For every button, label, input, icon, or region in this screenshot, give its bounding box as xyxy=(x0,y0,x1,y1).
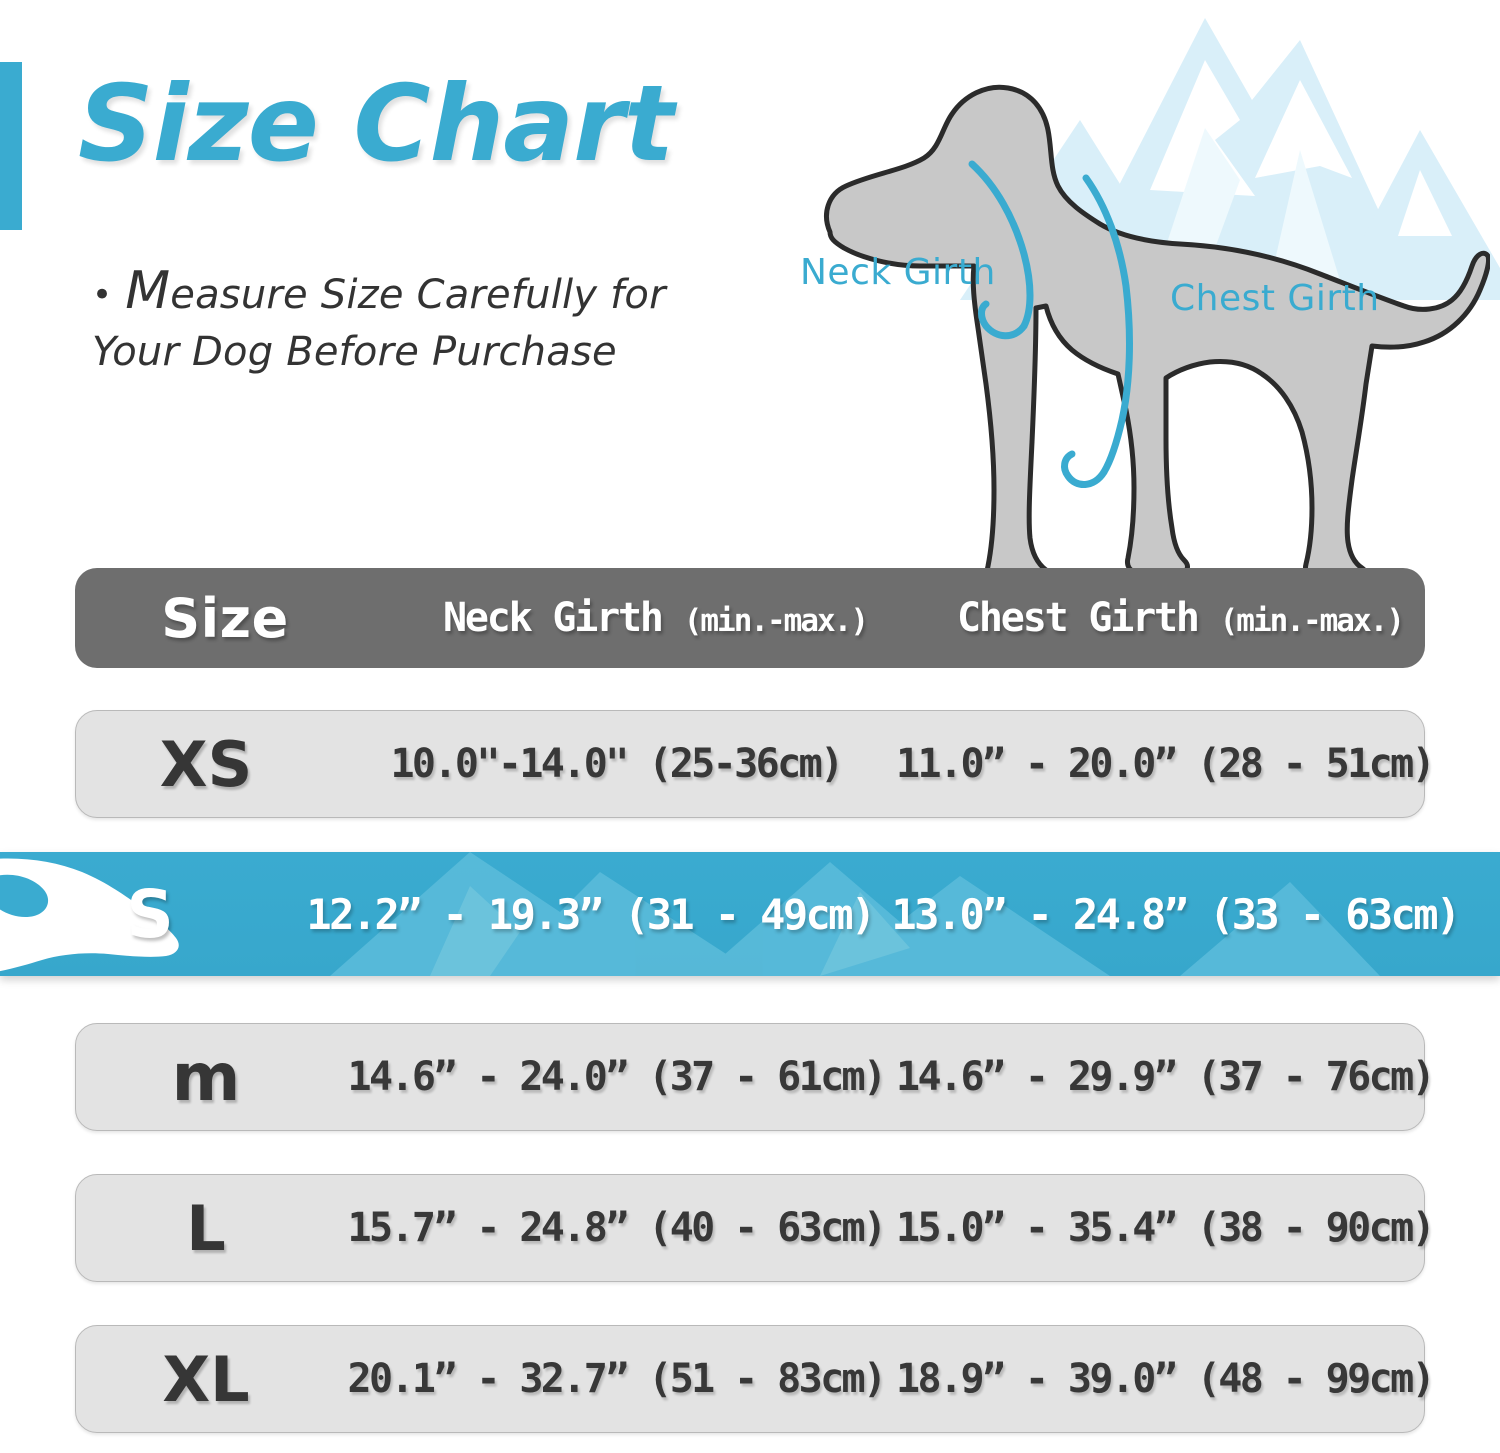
cell-chest-girth: 15.0” - 35.4” (38 - 90cm) xyxy=(896,1205,1436,1251)
cell-chest-girth: 18.9” - 39.0” (48 - 99cm) xyxy=(896,1356,1436,1402)
cell-chest-girth: 13.0” - 24.8” (33 - 63cm) xyxy=(891,889,1461,939)
measure-note: • Measure Size Carefully for Your Dog Be… xyxy=(92,258,712,378)
cell-size: XS xyxy=(159,727,253,801)
cell-neck-girth: 14.6” - 24.0” (37 - 61cm) xyxy=(347,1054,887,1100)
bullet-icon: • xyxy=(92,275,113,315)
measure-note-text: easure Size Carefully for Your Dog Befor… xyxy=(92,272,666,375)
dog-side-silhouette-icon xyxy=(824,84,1490,583)
table-row-highlighted[interactable]: S 12.2” - 19.3” (31 - 49cm) 13.0” - 24.8… xyxy=(0,852,1500,976)
cell-size: S xyxy=(126,875,174,953)
chest-girth-label: Chest Girth xyxy=(1170,278,1380,319)
title-accent-bar xyxy=(0,62,22,230)
cell-size: L xyxy=(186,1191,226,1265)
header-cell-neck: Neck Girth (min.-max.) xyxy=(442,595,869,641)
neck-girth-label: Neck Girth xyxy=(800,252,996,293)
cell-chest-girth: 11.0” - 20.0” (28 - 51cm) xyxy=(896,741,1436,787)
cell-neck-girth: 12.2” - 19.3” (31 - 49cm) xyxy=(306,889,876,939)
cell-chest-girth: 14.6” - 29.9” (37 - 76cm) xyxy=(896,1054,1436,1100)
table-row[interactable]: XS 10.0"-14.0" (25-36cm) 11.0” - 20.0” (… xyxy=(75,710,1436,818)
table-row[interactable]: L 15.7” - 24.8” (40 - 63cm) 15.0” - 35.4… xyxy=(75,1174,1436,1282)
cell-size: XL xyxy=(162,1342,250,1416)
highlight-mountain-pattern xyxy=(330,852,1380,976)
table-row[interactable]: XL 20.1” - 32.7” (51 - 83cm) 18.9” - 39.… xyxy=(75,1325,1436,1433)
header-cell-chest: Chest Girth (min.-max.) xyxy=(957,595,1405,641)
measure-note-cap: M xyxy=(125,261,171,321)
header-cell-size: Size xyxy=(161,586,289,650)
table-header-row: Size Neck Girth (min.-max.) Chest Girth … xyxy=(75,568,1425,668)
cell-size: M xyxy=(171,1038,241,1116)
table-row[interactable]: M 14.6” - 24.0” (37 - 61cm) 14.6” - 29.9… xyxy=(75,1023,1436,1131)
page-title: Size Chart xyxy=(78,63,674,185)
cell-neck-girth: 20.1” - 32.7” (51 - 83cm) xyxy=(347,1356,887,1402)
cell-neck-girth: 10.0"-14.0" (25-36cm) xyxy=(390,741,844,787)
cell-neck-girth: 15.7” - 24.8” (40 - 63cm) xyxy=(347,1205,887,1251)
dog-head-cutout-icon xyxy=(0,858,179,972)
